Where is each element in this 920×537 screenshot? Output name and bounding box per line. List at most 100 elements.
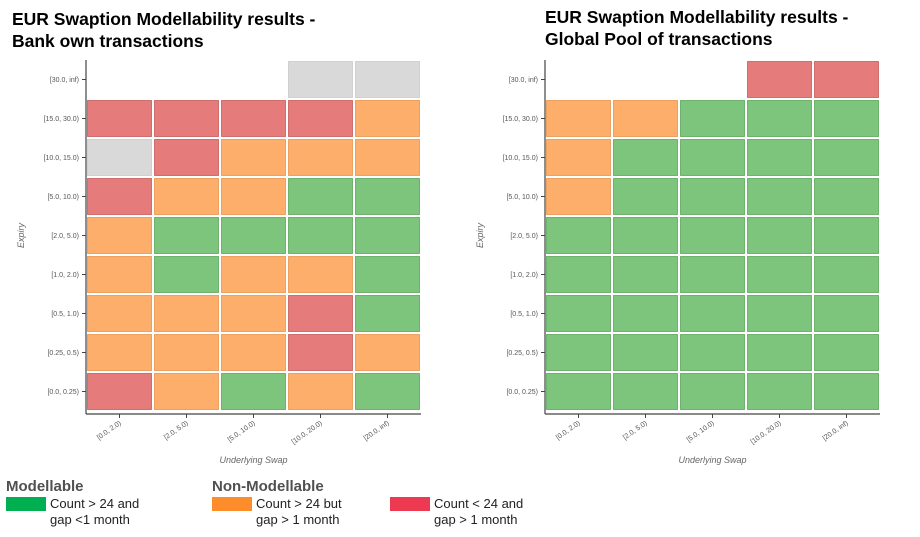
left-cell-r4-c2 — [221, 217, 286, 254]
legend-modellable-text: Count > 24 and gap <1 month — [50, 496, 139, 528]
right-cell-r7-c0 — [546, 334, 611, 371]
left-cell-r3-c1 — [154, 178, 219, 215]
right-cell-r3-c1 — [613, 178, 678, 215]
left-title-line-2: Bank own transactions — [12, 31, 204, 51]
right-cell-r5-c4 — [814, 256, 879, 293]
right-x-tick-label-3: [10.0, 20.0) — [750, 420, 783, 446]
left-cell-r2-c3 — [288, 139, 353, 176]
left-cell-r3-c3 — [288, 178, 353, 215]
left-y-tick-label-1: [15.0, 30.0) — [44, 116, 79, 123]
right-cell-r8-c0 — [546, 373, 611, 410]
right-cell-r3-c0 — [546, 178, 611, 215]
right-y-tick-label-5: [1.0, 2.0) — [510, 272, 538, 279]
legend-modellable-heading: Modellable — [6, 478, 84, 495]
left-cell-r0-c3 — [288, 61, 353, 98]
right-cell-r5-c1 — [613, 256, 678, 293]
right-y-tick-label-4: [2.0, 5.0) — [510, 233, 538, 240]
left-y-tick-label-8: [0.0, 0.25) — [47, 389, 79, 396]
right-cell-r1-c2 — [680, 100, 745, 137]
left-x-tick-label-4: [20.0, inf) — [363, 420, 391, 442]
right-cell-r3-c2 — [680, 178, 745, 215]
legend-orange-line-2: gap > 1 month — [256, 512, 340, 527]
right-cell-r3-c3 — [747, 178, 812, 215]
legend-modellable-line-1: Count > 24 and — [50, 496, 140, 511]
legend-orange-text: Count > 24 but gap > 1 month — [256, 496, 342, 528]
legend-non-modellable-heading: Non-Modellable — [212, 478, 324, 495]
left-cell-r5-c2 — [221, 256, 286, 293]
right-y-tick-label-8: [0.0, 0.25) — [506, 389, 538, 396]
left-cell-r4-c0 — [87, 217, 152, 254]
right-cell-r0-c3 — [747, 61, 812, 98]
right-title-line-1: EUR Swaption Modellability results - — [545, 7, 849, 27]
right-x-tick-label-4: [20.0, inf) — [822, 420, 850, 442]
right-x-axis-title: Underlying Swap — [678, 455, 746, 465]
left-cell-r4-c1 — [154, 217, 219, 254]
left-cell-r7-c2 — [221, 334, 286, 371]
left-cell-r6-c2 — [221, 295, 286, 332]
right-cell-r5-c3 — [747, 256, 812, 293]
left-cell-r8-c4 — [355, 373, 420, 410]
right-cell-r6-c1 — [613, 295, 678, 332]
left-cell-r5-c3 — [288, 256, 353, 293]
left-cell-r1-c2 — [221, 100, 286, 137]
legend-modellable-swatch — [6, 497, 46, 511]
legend-red-swatch — [390, 497, 430, 511]
left-y-tick-label-7: [0.25, 0.5) — [47, 350, 79, 357]
left-cell-r5-c4 — [355, 256, 420, 293]
left-cell-r6-c3 — [288, 295, 353, 332]
left-cell-r4-c3 — [288, 217, 353, 254]
right-cell-r8-c4 — [814, 373, 879, 410]
left-cell-r8-c0 — [87, 373, 152, 410]
right-cell-r7-c2 — [680, 334, 745, 371]
left-y-axis-title: Expiry — [16, 223, 26, 249]
left-cell-r4-c4 — [355, 217, 420, 254]
right-y-tick-label-3: [5.0, 10.0) — [506, 194, 538, 201]
right-cell-r7-c1 — [613, 334, 678, 371]
right-y-tick-label-0: [30.0, inf) — [509, 77, 538, 84]
left-y-tick-label-2: [10.0, 15.0) — [44, 155, 79, 162]
left-cell-r8-c3 — [288, 373, 353, 410]
right-cell-r6-c0 — [546, 295, 611, 332]
left-cell-r2-c0 — [87, 139, 152, 176]
right-cell-r1-c4 — [814, 100, 879, 137]
right-cell-r8-c3 — [747, 373, 812, 410]
left-cell-r5-c1 — [154, 256, 219, 293]
left-cell-r7-c1 — [154, 334, 219, 371]
right-cell-r8-c2 — [680, 373, 745, 410]
legend-orange-swatch — [212, 497, 252, 511]
right-cell-r6-c4 — [814, 295, 879, 332]
left-cell-r8-c2 — [221, 373, 286, 410]
left-cell-r7-c4 — [355, 334, 420, 371]
left-cell-r2-c2 — [221, 139, 286, 176]
left-x-tick-label-0: [0.0, 2.0) — [96, 420, 123, 442]
right-cell-r5-c0 — [546, 256, 611, 293]
left-cell-r3-c2 — [221, 178, 286, 215]
right-cell-r4-c4 — [814, 217, 879, 254]
right-cell-r1-c0 — [546, 100, 611, 137]
right-x-tick-label-1: [2.0, 5.0) — [622, 420, 649, 442]
legend-red-text: Count < 24 and gap > 1 month — [434, 496, 523, 528]
right-x-tick-label-2: [5.0, 10.0) — [686, 420, 716, 444]
right-cell-r7-c3 — [747, 334, 812, 371]
legend-red-line-1: Count < 24 and — [434, 496, 524, 511]
right-y-tick-label-2: [10.0, 15.0) — [503, 155, 538, 162]
left-cell-r1-c4 — [355, 100, 420, 137]
left-chart-title: EUR Swaption Modellability results - Ban… — [12, 8, 315, 52]
left-cell-r3-c4 — [355, 178, 420, 215]
left-x-tick-label-1: [2.0, 5.0) — [163, 420, 190, 442]
left-x-axis-title: Underlying Swap — [219, 455, 287, 465]
right-cell-r1-c3 — [747, 100, 812, 137]
right-cell-r8-c1 — [613, 373, 678, 410]
right-y-tick-label-6: [0.5, 1.0) — [510, 311, 538, 318]
right-cell-r6-c3 — [747, 295, 812, 332]
right-cell-r4-c1 — [613, 217, 678, 254]
left-y-tick-label-5: [1.0, 2.0) — [51, 272, 79, 279]
right-cell-r4-c0 — [546, 217, 611, 254]
left-cell-r1-c0 — [87, 100, 152, 137]
left-y-tick-label-6: [0.5, 1.0) — [51, 311, 79, 318]
right-y-tick-label-1: [15.0, 30.0) — [503, 116, 538, 123]
right-cell-r2-c4 — [814, 139, 879, 176]
left-cell-r5-c0 — [87, 256, 152, 293]
left-cell-r1-c3 — [288, 100, 353, 137]
